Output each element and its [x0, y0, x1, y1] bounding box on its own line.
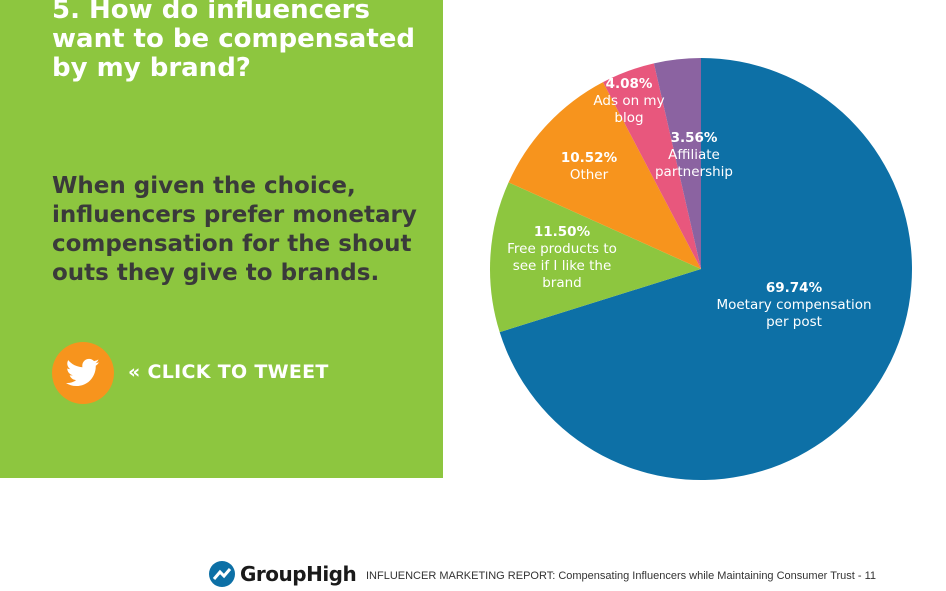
footer-brand: GroupHigh	[240, 562, 357, 586]
pie-slice	[653, 58, 701, 269]
pie-slice-label: brand	[542, 275, 582, 291]
pie-slice	[490, 182, 701, 333]
pie-slice-label: Affiliate	[668, 147, 720, 163]
pie-slice-percent: 10.52%	[561, 150, 618, 166]
pie-slice	[508, 82, 701, 269]
answer-text: When given the choice, influencers prefe…	[52, 173, 417, 286]
pie-slice-label: per post	[766, 314, 822, 330]
pie-slice	[603, 63, 701, 269]
pie-slice-percent: 69.74%	[766, 280, 823, 296]
grouphigh-logo-icon	[209, 561, 235, 587]
pie-slice-percent: 11.50%	[534, 224, 591, 240]
pie-slice-label: Moetary compensation	[716, 297, 871, 313]
twitter-bird-icon	[66, 358, 100, 387]
pie-slice-percent: 4.08%	[606, 76, 653, 92]
pie-slice-label: Other	[570, 167, 609, 183]
pie-slice-label: Free products to	[507, 241, 617, 257]
pie-slice-label: blog	[614, 110, 643, 126]
pie-slice-label: partnership	[655, 164, 733, 180]
click-to-tweet-link[interactable]: « CLICK TO TWEET	[128, 361, 329, 383]
footer-text: INFLUENCER MARKETING REPORT: Compensatin…	[366, 570, 877, 582]
pie-slice-label: see if I like the	[513, 258, 612, 274]
pie-slice	[499, 58, 912, 480]
pie-slice-label: Ads on my	[593, 93, 664, 109]
pie-slice-percent: 3.56%	[671, 130, 718, 146]
left-panel: 5. How do influencers want to be compens…	[0, 0, 443, 478]
question-heading: 5. How do influencers want to be compens…	[52, 0, 416, 83]
tweet-button[interactable]	[52, 342, 114, 404]
